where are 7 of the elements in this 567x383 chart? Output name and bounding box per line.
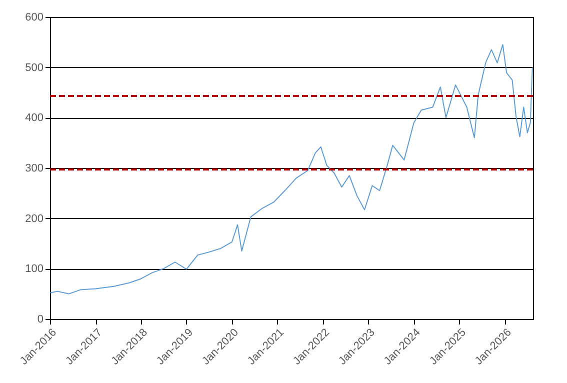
y-tick-label: 200 <box>25 212 44 225</box>
y-tick-label: 600 <box>25 12 44 24</box>
y-tick-label: 100 <box>25 263 44 276</box>
y-tick-label: 300 <box>25 162 44 174</box>
y-tick-label: 400 <box>25 112 44 124</box>
y-tick-label: 500 <box>25 62 44 74</box>
y-tick-label: 0 <box>37 314 44 326</box>
